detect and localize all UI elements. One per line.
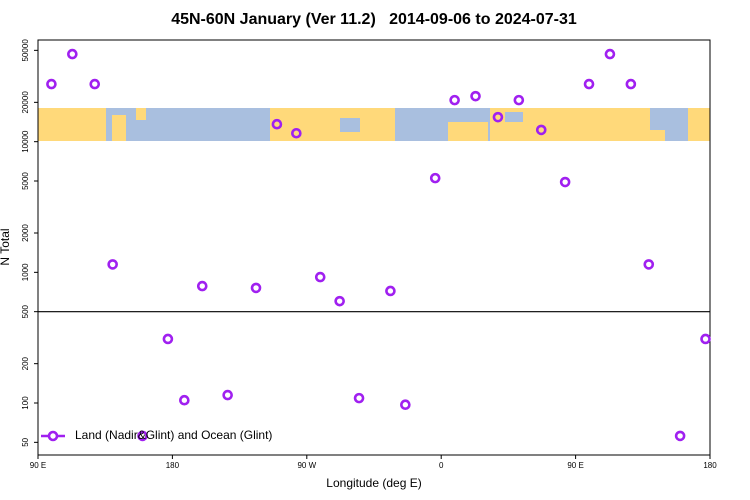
x-tick-label: 90 W bbox=[297, 461, 316, 470]
point bbox=[674, 430, 686, 442]
ocean bbox=[340, 118, 360, 132]
y-tick-label: 200 bbox=[21, 356, 30, 370]
x-tick-label: 0 bbox=[439, 461, 444, 470]
x-tick-label: 180 bbox=[166, 461, 180, 470]
land bbox=[448, 122, 488, 141]
x-tick-label: 90 E bbox=[567, 461, 583, 470]
point bbox=[492, 111, 504, 123]
point bbox=[385, 285, 396, 297]
y-tick-label: 500 bbox=[21, 304, 30, 318]
point bbox=[271, 118, 283, 130]
point bbox=[643, 259, 655, 270]
y-axis-label: N Total bbox=[0, 228, 12, 265]
point bbox=[250, 282, 262, 294]
point bbox=[89, 78, 101, 90]
point bbox=[353, 392, 365, 404]
y-tick-label: 1000 bbox=[21, 263, 30, 281]
point bbox=[583, 78, 595, 90]
y-tick-label: 50000 bbox=[21, 39, 30, 62]
point bbox=[196, 280, 208, 292]
land bbox=[136, 108, 146, 120]
x-axis-label: Longitude (deg E) bbox=[326, 476, 421, 490]
point bbox=[162, 333, 174, 345]
plot-frame bbox=[37, 39, 711, 456]
ocean bbox=[505, 112, 523, 122]
point bbox=[137, 430, 148, 442]
land bbox=[38, 108, 106, 141]
land bbox=[688, 108, 710, 141]
point bbox=[291, 127, 302, 139]
x-tick-label: 180 bbox=[703, 461, 717, 470]
map-band bbox=[38, 108, 710, 141]
y-tick-label: 5000 bbox=[21, 172, 30, 190]
y-tick-label: 50 bbox=[21, 437, 30, 446]
ocean bbox=[650, 108, 680, 130]
point bbox=[314, 271, 326, 283]
point bbox=[67, 48, 78, 60]
y-tick-label: 10000 bbox=[21, 130, 30, 153]
point bbox=[400, 399, 411, 411]
point bbox=[470, 90, 481, 102]
point bbox=[222, 389, 233, 401]
y-tick-label: 20000 bbox=[21, 91, 30, 114]
legend-label: Land (Nadir&Glint) and Ocean (Glint) bbox=[75, 428, 272, 442]
point bbox=[449, 94, 460, 106]
point bbox=[46, 78, 57, 90]
point bbox=[513, 94, 525, 106]
point bbox=[700, 333, 711, 345]
chart-title: 45N-60N January (Ver 11.2) 2014-09-06 to… bbox=[171, 11, 577, 28]
y-tick-label: 100 bbox=[21, 396, 30, 410]
x-tick-label: 90 E bbox=[30, 461, 46, 470]
point bbox=[625, 78, 637, 90]
point bbox=[535, 124, 547, 136]
legend-marker bbox=[47, 430, 59, 442]
point bbox=[559, 176, 571, 188]
point bbox=[429, 172, 441, 184]
point bbox=[334, 295, 345, 307]
point bbox=[107, 259, 118, 270]
point bbox=[604, 48, 616, 60]
point bbox=[179, 394, 190, 406]
y-tick-label: 2000 bbox=[21, 224, 30, 242]
land bbox=[270, 108, 395, 141]
land bbox=[112, 115, 126, 141]
